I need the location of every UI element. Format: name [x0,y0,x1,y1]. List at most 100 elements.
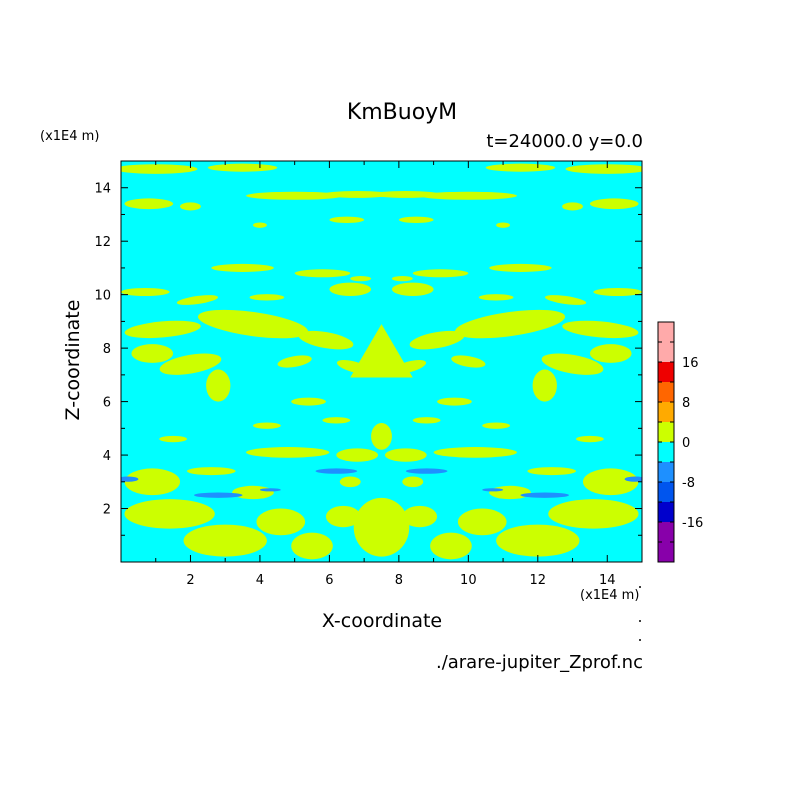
positive-patch [124,320,201,339]
positive-patch [256,508,306,536]
y-tick-label: 4 [103,449,111,464]
positive-patch [402,476,424,488]
positive-patch [159,353,222,375]
y-tick-label: 2 [103,503,111,518]
colorbar-band [658,482,674,502]
positive-patch [124,198,174,210]
positive-patch [402,505,438,528]
colorbar-band [658,382,674,402]
positive-patch [131,344,174,363]
plot-area [121,161,642,562]
positive-patch [159,435,187,443]
positive-patch [544,295,587,305]
positive-patch [322,190,392,198]
positive-patch [277,355,312,368]
positive-patch [532,369,557,402]
x-tick-label: 8 [395,573,403,588]
negative-patch [520,492,570,498]
positive-patch [565,164,642,174]
colorbar-tick-label: -8 [682,476,695,491]
colorbar-band [658,442,674,462]
positive-patch [186,467,236,476]
positive-patch [246,447,330,458]
negative-patch [259,488,281,492]
x-tick-label: 10 [460,573,477,588]
colorbar: -16 -8 0 8 16 [657,321,703,563]
positive-patch [232,485,274,500]
positive-patch [548,499,639,529]
x-tick-label: 4 [256,573,264,588]
negative-patch [121,476,139,482]
colorbar-band [658,502,674,522]
positive-patch [384,448,427,462]
y-tick-label: 14 [94,182,111,197]
y-tick-label: 6 [103,396,111,411]
positive-patch [353,497,410,557]
positive-patch [412,417,441,424]
positive-patch [207,163,278,172]
positive-patch [371,190,441,198]
positive-patch [496,222,511,228]
time-position-info: t=24000.0 y=0.0 [486,131,643,152]
positive-patch [457,508,507,536]
y-axis: 2 4 6 8 10 12 14 [94,160,642,536]
positive-patch [412,269,469,278]
x-axis: 2 4 6 8 10 12 14 [155,161,643,588]
positive-patch [485,163,556,172]
positive-patch [124,468,181,496]
positive-patch [489,485,531,500]
negative-patch [624,476,642,482]
positive-patch [541,353,604,375]
marker-dot [639,586,641,588]
source-file-label: ./arare-jupiter_Zprof.nc [435,652,643,673]
positive-patch [298,330,354,350]
positive-patch [391,275,413,282]
positive-patch [478,294,514,301]
positive-patch [329,216,365,224]
x-axis-label: X-coordinate [321,610,443,632]
positive-patch [121,164,198,174]
colorbar-band [658,522,674,562]
colorbar-band [658,362,674,382]
negative-patch [193,492,243,498]
positive-patch [325,505,361,528]
x-tick-label: 14 [599,573,616,588]
chart-title: KmBuoyM [346,100,458,125]
plot-frame [120,160,643,563]
positive-patch [589,344,632,363]
positive-patch [489,263,552,272]
x-axis-scale-note: (x1E4 m) [580,588,640,603]
colorbar-band [658,322,674,362]
marker-dot [639,639,641,641]
positive-patch [576,435,604,443]
x-tick-label: 6 [325,573,333,588]
positive-patch [350,324,413,378]
positive-patch [391,282,434,297]
positive-patch [454,309,566,339]
negative-patch [315,468,358,474]
positive-patch [206,369,231,402]
positive-patch [582,468,639,496]
positive-patch [291,532,333,560]
negative-patch [482,488,504,492]
positive-patch [252,222,267,228]
colorbar-tick-label: 8 [682,396,690,411]
positive-patch [294,269,351,278]
positive-patch [409,330,465,350]
negative-patch [405,468,448,474]
positive-patch [437,397,472,406]
positive-patch [197,309,309,339]
positive-patch [398,216,434,224]
positive-patch [211,263,274,272]
positive-patch [527,467,577,476]
positive-patch [451,355,486,368]
colorbar-tick-label: 0 [682,436,690,451]
positive-patch [433,447,517,458]
colorbar-tick-label: -16 [682,516,703,531]
positive-patch [562,202,583,211]
colorbar-tick-label: 16 [682,356,699,371]
positive-patch [419,191,517,200]
marker-dot [639,620,641,622]
positive-patch [482,422,511,429]
y-tick-label: 10 [94,289,111,304]
